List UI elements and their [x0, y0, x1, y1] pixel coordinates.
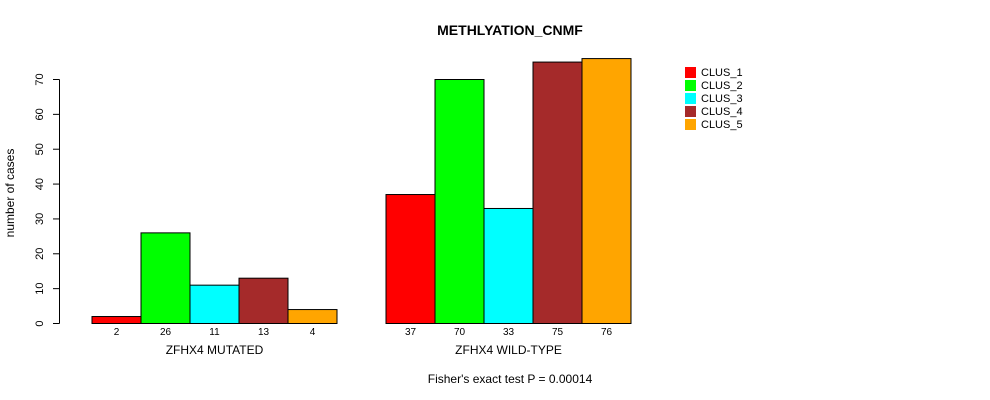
legend-swatch [685, 93, 696, 104]
legend-label: CLUS_4 [701, 106, 743, 118]
bar [287, 309, 338, 324]
bar [91, 316, 142, 324]
legend-label: CLUS_1 [701, 67, 743, 79]
bar [581, 58, 632, 324]
bar-count-label: 2 [114, 327, 120, 338]
y-axis-label: number of cases [3, 149, 17, 238]
bar-count-label: 13 [258, 327, 270, 338]
bar [483, 207, 534, 325]
group-labels: ZFHX4 MUTATED ZFHX4 WILD-TYPE [166, 343, 562, 357]
chart-title: METHLYATION_CNMF [437, 22, 583, 38]
y-tick-label: 20 [34, 248, 46, 260]
bar-count-label: 4 [310, 327, 316, 338]
legend-label: CLUS_5 [701, 119, 743, 131]
group-label: ZFHX4 MUTATED [166, 343, 264, 357]
fisher-test-footnote: Fisher's exact test P = 0.00014 [428, 372, 593, 386]
bar-marks: 2 26 11 13 4 37 70 33 75 76 [91, 58, 632, 338]
bar-count-label: 33 [503, 327, 515, 338]
y-tick-label: 0 [34, 320, 46, 326]
bar-count-label: 70 [454, 327, 466, 338]
y-tick-label: 50 [34, 143, 46, 155]
bar-count-label: 37 [405, 327, 417, 338]
bar [238, 277, 289, 324]
y-tick-label: 70 [34, 73, 46, 85]
bar [189, 284, 240, 324]
y-axis: 0 10 20 30 40 50 60 70 [34, 73, 60, 327]
bar-count-label: 75 [552, 327, 564, 338]
legend-label: CLUS_2 [701, 80, 743, 92]
bar-count-label: 76 [601, 327, 613, 338]
legend-swatch [685, 67, 696, 78]
y-tick-label: 60 [34, 108, 46, 120]
legend-swatch [685, 80, 696, 91]
legend-swatch [685, 119, 696, 130]
legend-label: CLUS_3 [701, 93, 743, 105]
bar [140, 232, 191, 324]
group-label: ZFHX4 WILD-TYPE [455, 343, 562, 357]
bar [532, 61, 583, 324]
legend-swatch [685, 106, 696, 117]
y-tick-label: 40 [34, 178, 46, 190]
y-tick-label: 10 [34, 283, 46, 295]
y-tick-label: 30 [34, 213, 46, 225]
bar-count-label: 11 [209, 327, 220, 338]
bar [385, 194, 436, 324]
bar [434, 79, 485, 324]
bar-count-label: 26 [160, 327, 172, 338]
